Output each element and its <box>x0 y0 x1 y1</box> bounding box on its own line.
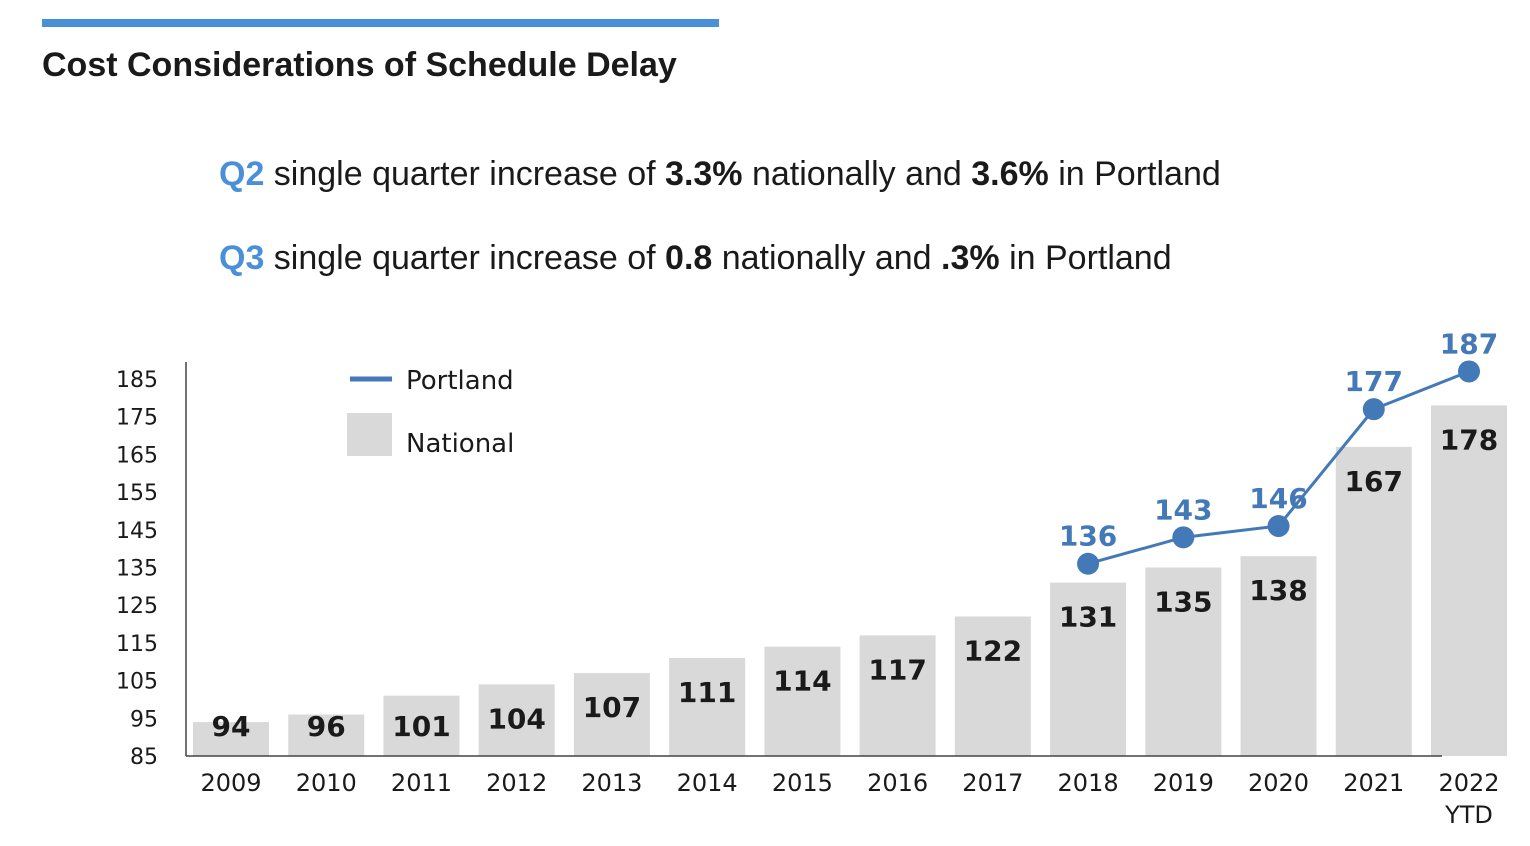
statement-portland-value: .3% <box>941 239 1000 277</box>
x-tick-sublabel: YTD <box>1444 801 1493 829</box>
legend-national-swatch <box>347 413 392 456</box>
header-accent-rule <box>42 19 719 27</box>
national-bar <box>764 646 841 756</box>
national-bar-label: 131 <box>1059 601 1117 634</box>
y-tick-label: 115 <box>116 632 158 657</box>
national-bar <box>1240 556 1317 756</box>
x-tick-label: 2020 <box>1248 769 1309 797</box>
portland-point-label: 136 <box>1059 520 1117 553</box>
x-tick-label: 2016 <box>867 769 928 797</box>
statement-quarter: Q2 <box>219 155 265 193</box>
national-bar <box>1335 446 1412 756</box>
y-tick-label: 85 <box>130 745 158 770</box>
y-tick-label: 175 <box>116 406 158 431</box>
statement-national-value: 3.3% <box>665 155 743 193</box>
national-bar-label: 107 <box>583 691 641 724</box>
x-tick-label: 2013 <box>581 769 642 797</box>
x-tick-label: 2009 <box>200 769 261 797</box>
national-bar-label: 94 <box>212 710 251 743</box>
x-tick-label: 2022 <box>1438 769 1499 797</box>
national-bar-label: 96 <box>307 710 346 743</box>
portland-point-label: 143 <box>1154 493 1212 526</box>
statement-text: nationally and <box>712 239 942 277</box>
national-bar-label: 135 <box>1154 586 1212 619</box>
national-bar-label: 114 <box>773 665 831 698</box>
portland-point-label: 146 <box>1249 482 1307 515</box>
national-bar <box>1145 567 1222 756</box>
y-tick-label: 185 <box>116 368 158 393</box>
statement-text: in Portland <box>999 239 1172 277</box>
y-tick-label: 125 <box>116 594 158 619</box>
national-bar <box>383 695 460 756</box>
portland-point <box>1267 515 1290 538</box>
statement-q3: Q3 single quarter increase of 0.8 nation… <box>219 239 1172 278</box>
national-bar <box>859 635 936 756</box>
x-tick-label: 2018 <box>1058 769 1119 797</box>
national-bar <box>954 616 1031 756</box>
statement-text: single quarter increase of <box>264 239 666 277</box>
portland-point <box>1458 360 1480 383</box>
statement-q2: Q2 single quarter increase of 3.3% natio… <box>219 155 1221 194</box>
x-tick-label: 2019 <box>1153 769 1214 797</box>
national-bar-label: 104 <box>487 702 545 735</box>
x-tick-label: 2014 <box>677 769 738 797</box>
statement-text: in Portland <box>1048 155 1221 193</box>
portland-point-label: 177 <box>1345 365 1403 398</box>
portland-point <box>1172 526 1195 549</box>
x-tick-label: 2021 <box>1343 769 1404 797</box>
national-bar <box>573 673 650 756</box>
y-tick-label: 105 <box>116 670 158 695</box>
national-bar <box>669 657 746 756</box>
x-tick-label: 2015 <box>772 769 833 797</box>
national-bar <box>193 722 269 756</box>
national-bar-label: 178 <box>1440 423 1498 456</box>
page-title: Cost Considerations of Schedule Delay <box>42 46 677 84</box>
legend-national-label: National <box>406 429 514 459</box>
portland-point-label: 187 <box>1440 327 1498 360</box>
x-tick-label: 2017 <box>962 769 1023 797</box>
y-tick-label: 165 <box>116 443 158 468</box>
national-bar <box>1050 582 1127 756</box>
y-tick-label: 155 <box>116 481 158 506</box>
statement-text: nationally and <box>742 155 972 193</box>
y-tick-label: 145 <box>116 519 158 544</box>
national-bar <box>1431 405 1507 756</box>
national-bar-label: 138 <box>1249 574 1307 607</box>
national-bar-label: 122 <box>964 635 1022 668</box>
portland-point <box>1077 552 1100 575</box>
national-bar-label: 111 <box>678 676 736 709</box>
national-bar-label: 167 <box>1345 465 1403 498</box>
statement-national-value: 0.8 <box>665 239 713 277</box>
national-bar-label: 117 <box>868 653 926 686</box>
statement-portland-value: 3.6% <box>971 155 1049 193</box>
y-tick-label: 135 <box>116 557 158 582</box>
national-bar-label: 101 <box>392 710 450 743</box>
x-tick-label: 2012 <box>486 769 547 797</box>
legend-portland-label: Portland <box>406 366 514 396</box>
statement-quarter: Q3 <box>219 239 265 277</box>
statement-text: single quarter increase of <box>264 155 666 193</box>
national-bar <box>478 684 555 756</box>
national-bar <box>288 714 365 756</box>
y-tick-label: 95 <box>130 707 158 732</box>
x-tick-label: 2011 <box>391 769 452 797</box>
portland-point <box>1362 398 1385 421</box>
x-tick-label: 2010 <box>296 769 357 797</box>
